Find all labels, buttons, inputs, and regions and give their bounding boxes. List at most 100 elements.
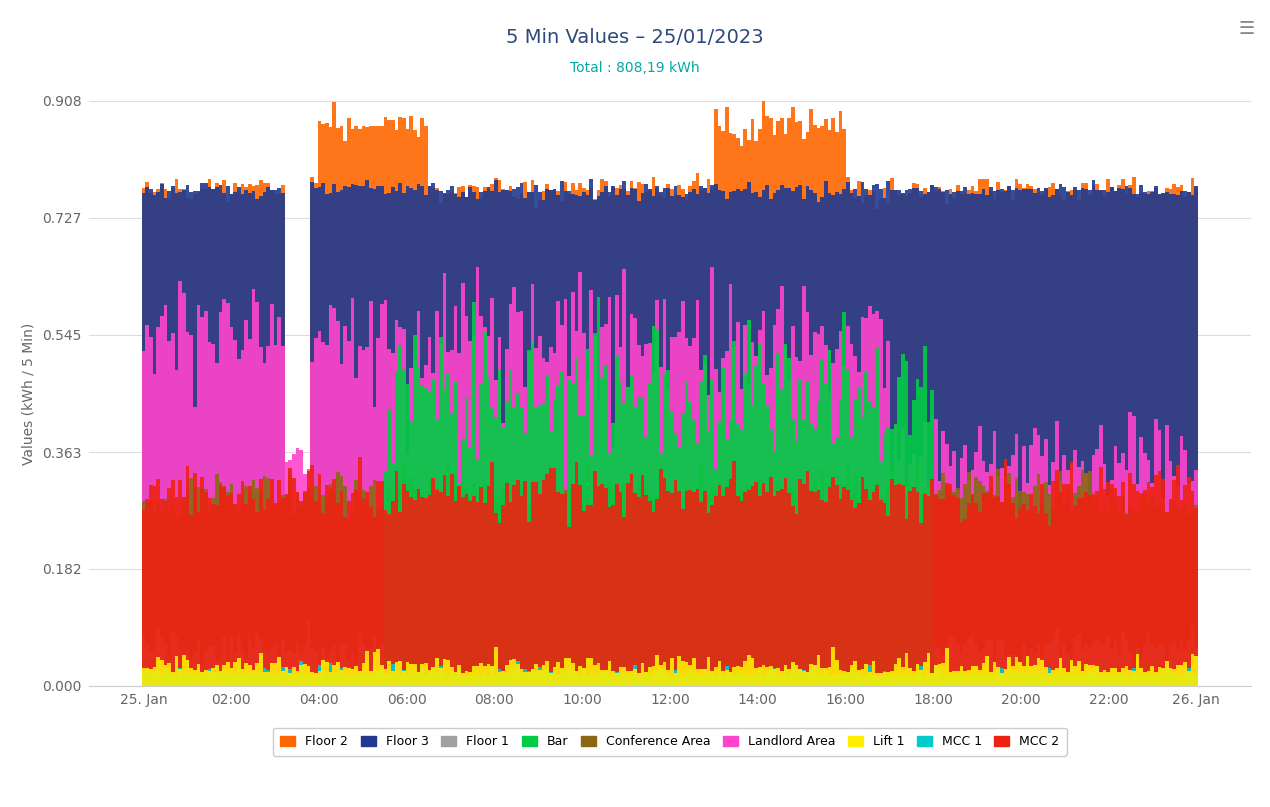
Bar bbox=[1121, 179, 1125, 686]
Bar bbox=[578, 647, 582, 686]
Bar bbox=[634, 665, 638, 686]
Bar bbox=[762, 483, 766, 686]
Bar bbox=[597, 486, 601, 686]
Bar bbox=[648, 659, 652, 686]
Bar bbox=[725, 487, 729, 686]
Bar bbox=[937, 189, 941, 686]
Bar bbox=[618, 347, 622, 686]
Bar bbox=[696, 489, 700, 686]
Bar bbox=[966, 480, 970, 686]
Bar bbox=[490, 190, 494, 686]
Bar bbox=[1132, 178, 1135, 686]
Bar bbox=[211, 344, 215, 686]
Bar bbox=[655, 329, 659, 686]
Bar bbox=[1048, 668, 1052, 686]
Bar bbox=[168, 663, 171, 686]
Bar bbox=[813, 664, 817, 686]
Bar bbox=[189, 679, 193, 686]
Bar bbox=[465, 675, 469, 686]
Bar bbox=[222, 487, 226, 686]
Bar bbox=[337, 664, 340, 686]
Bar bbox=[754, 140, 758, 686]
Bar bbox=[1187, 640, 1191, 686]
Bar bbox=[347, 679, 351, 686]
Bar bbox=[974, 191, 978, 686]
Bar bbox=[1099, 190, 1102, 686]
Bar bbox=[230, 493, 234, 686]
Bar bbox=[142, 509, 145, 686]
Bar bbox=[241, 669, 244, 686]
Bar bbox=[1165, 513, 1168, 686]
Bar bbox=[900, 482, 904, 686]
Bar bbox=[834, 485, 838, 686]
Bar bbox=[776, 482, 780, 686]
Bar bbox=[556, 386, 560, 686]
Bar bbox=[582, 416, 585, 686]
Bar bbox=[593, 199, 597, 686]
Bar bbox=[1121, 674, 1125, 686]
Bar bbox=[329, 193, 333, 686]
Bar bbox=[564, 191, 568, 686]
Bar bbox=[168, 672, 171, 686]
Bar bbox=[702, 669, 706, 686]
Bar bbox=[552, 487, 556, 686]
Bar bbox=[589, 504, 593, 686]
Bar bbox=[409, 638, 413, 686]
Bar bbox=[766, 491, 768, 686]
Bar bbox=[211, 189, 215, 686]
Bar bbox=[890, 178, 894, 686]
Bar bbox=[824, 670, 828, 686]
Bar bbox=[1073, 639, 1077, 686]
Bar bbox=[457, 353, 461, 686]
Bar bbox=[222, 487, 226, 686]
Bar bbox=[307, 661, 310, 686]
Bar bbox=[1085, 183, 1088, 686]
Bar bbox=[941, 676, 945, 686]
Bar bbox=[1154, 649, 1158, 686]
Bar bbox=[274, 679, 277, 686]
Bar bbox=[799, 669, 801, 686]
Bar bbox=[347, 119, 351, 686]
Bar bbox=[791, 639, 795, 686]
Bar bbox=[673, 195, 677, 686]
Bar bbox=[820, 652, 824, 686]
Bar bbox=[197, 305, 201, 686]
Bar bbox=[626, 194, 630, 686]
Bar bbox=[505, 665, 508, 686]
Bar bbox=[916, 462, 919, 686]
Bar bbox=[937, 500, 941, 686]
Bar bbox=[585, 194, 589, 686]
Bar bbox=[296, 491, 300, 686]
Bar bbox=[813, 479, 817, 686]
Bar bbox=[692, 499, 696, 686]
Bar bbox=[446, 373, 450, 686]
Bar bbox=[677, 491, 681, 686]
Bar bbox=[1162, 645, 1165, 686]
Bar bbox=[813, 332, 817, 686]
Bar bbox=[314, 486, 318, 686]
Bar bbox=[834, 349, 838, 686]
Bar bbox=[1077, 634, 1081, 686]
Bar bbox=[1176, 486, 1180, 686]
Bar bbox=[164, 198, 168, 686]
Bar bbox=[366, 128, 370, 686]
Bar bbox=[659, 483, 663, 686]
Bar bbox=[366, 180, 370, 686]
Bar bbox=[718, 421, 721, 686]
Bar bbox=[486, 187, 490, 686]
Bar bbox=[735, 493, 739, 686]
Bar bbox=[622, 270, 626, 686]
Bar bbox=[428, 186, 432, 686]
Bar bbox=[399, 345, 403, 686]
Bar bbox=[1102, 190, 1106, 686]
Bar bbox=[304, 664, 307, 686]
Bar bbox=[549, 672, 552, 686]
Bar bbox=[259, 492, 263, 686]
Bar bbox=[898, 479, 900, 686]
Bar bbox=[1132, 194, 1135, 686]
Bar bbox=[640, 475, 644, 686]
Bar bbox=[182, 499, 185, 686]
Bar bbox=[241, 481, 244, 686]
Bar bbox=[1052, 670, 1055, 686]
Bar bbox=[171, 504, 175, 686]
